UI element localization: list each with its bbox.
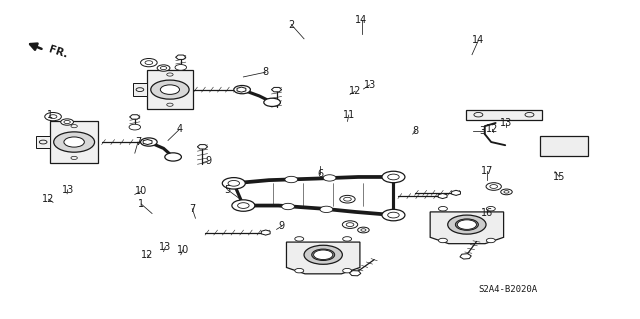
Polygon shape <box>130 115 140 119</box>
Circle shape <box>438 238 447 243</box>
Text: 11: 11 <box>342 110 355 120</box>
Circle shape <box>342 269 351 273</box>
Circle shape <box>486 238 495 243</box>
Text: 13: 13 <box>159 242 172 252</box>
Text: 6: 6 <box>317 169 323 179</box>
Circle shape <box>151 80 189 99</box>
Circle shape <box>45 113 61 121</box>
Circle shape <box>342 237 351 241</box>
Text: 1: 1 <box>138 199 144 209</box>
Circle shape <box>295 269 304 273</box>
Circle shape <box>61 119 74 125</box>
Text: 1: 1 <box>47 110 54 120</box>
Circle shape <box>264 98 280 107</box>
Circle shape <box>285 176 298 183</box>
Circle shape <box>129 124 141 130</box>
Circle shape <box>486 183 501 190</box>
Polygon shape <box>261 230 270 235</box>
Circle shape <box>340 196 355 203</box>
Circle shape <box>438 206 447 211</box>
Circle shape <box>320 206 333 212</box>
Text: 4: 4 <box>177 124 182 134</box>
Circle shape <box>175 64 186 70</box>
Text: 10: 10 <box>135 186 147 196</box>
Circle shape <box>500 189 512 195</box>
Circle shape <box>222 178 245 189</box>
Polygon shape <box>237 87 246 92</box>
Circle shape <box>358 227 369 233</box>
Text: 14: 14 <box>355 15 367 25</box>
Polygon shape <box>438 194 447 198</box>
Circle shape <box>456 219 478 230</box>
Bar <box>466 110 542 120</box>
Circle shape <box>382 171 405 183</box>
Bar <box>36 136 50 148</box>
Polygon shape <box>271 87 282 92</box>
Polygon shape <box>460 254 471 259</box>
Bar <box>50 122 98 163</box>
Text: 8: 8 <box>262 67 269 77</box>
Circle shape <box>448 215 486 234</box>
Circle shape <box>64 137 84 147</box>
Circle shape <box>54 132 95 152</box>
Polygon shape <box>287 242 360 274</box>
Polygon shape <box>197 145 207 149</box>
Text: 17: 17 <box>481 166 493 176</box>
Circle shape <box>458 220 476 229</box>
Bar <box>147 70 193 109</box>
Text: 12: 12 <box>42 194 55 204</box>
Polygon shape <box>349 271 361 276</box>
Polygon shape <box>143 139 152 145</box>
Text: 16: 16 <box>481 209 493 219</box>
Text: 13: 13 <box>500 118 513 128</box>
Circle shape <box>141 138 157 146</box>
Text: 9: 9 <box>205 156 211 166</box>
Circle shape <box>382 209 405 221</box>
Circle shape <box>282 203 294 210</box>
Circle shape <box>234 85 250 94</box>
Text: FR.: FR. <box>47 44 69 60</box>
Bar <box>540 136 588 156</box>
Polygon shape <box>452 190 460 196</box>
Circle shape <box>314 250 333 260</box>
Text: 9: 9 <box>278 221 285 231</box>
Bar <box>133 83 147 96</box>
Circle shape <box>165 153 181 161</box>
Polygon shape <box>430 212 504 244</box>
Circle shape <box>323 175 336 181</box>
Circle shape <box>161 85 179 94</box>
Circle shape <box>312 249 335 261</box>
Circle shape <box>232 200 255 211</box>
Text: 2: 2 <box>288 19 294 30</box>
Circle shape <box>486 206 495 211</box>
Text: 5: 5 <box>224 185 230 195</box>
Text: 14: 14 <box>472 35 484 45</box>
Polygon shape <box>175 55 186 59</box>
Circle shape <box>295 237 304 241</box>
Circle shape <box>304 245 342 264</box>
Text: 13: 13 <box>364 80 376 90</box>
Text: 7: 7 <box>189 204 195 214</box>
Text: 10: 10 <box>177 245 189 255</box>
Circle shape <box>141 58 157 67</box>
Text: 12: 12 <box>349 86 362 96</box>
Circle shape <box>342 221 358 228</box>
Text: S2A4-B2020A: S2A4-B2020A <box>479 285 538 294</box>
Text: 3: 3 <box>480 126 486 136</box>
Text: 12: 12 <box>486 124 499 134</box>
Text: 12: 12 <box>141 250 154 260</box>
Text: 13: 13 <box>61 185 74 195</box>
Circle shape <box>157 65 170 71</box>
Text: 7: 7 <box>135 137 141 147</box>
Text: 15: 15 <box>554 172 566 182</box>
Text: 8: 8 <box>413 126 419 136</box>
